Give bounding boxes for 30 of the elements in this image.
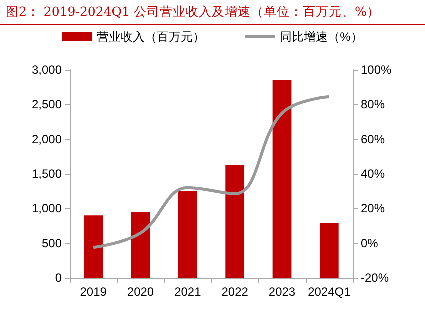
y-tick-label: 2,500: [32, 98, 62, 112]
legend-label: 同比增速（%）: [280, 30, 363, 44]
bar: [131, 212, 150, 278]
bar: [272, 80, 292, 278]
y-tick-label: 3,000: [32, 63, 62, 77]
x-tick-label: 2022: [222, 285, 249, 299]
bar: [226, 164, 245, 278]
x-tick-label: 2021: [174, 285, 202, 299]
y2-tick-label: 60%: [361, 132, 386, 146]
y2-tick-label: -20%: [361, 271, 390, 285]
y-tick-label: 500: [42, 236, 62, 250]
x-tick-label: 2023: [268, 285, 296, 299]
y2-tick-label: 40%: [361, 167, 386, 181]
chart-title: 图2： 2019-2024Q1 公司营业收入及增速（单位：百万元、%）: [6, 4, 380, 21]
x-tick-label: 2024Q1: [308, 285, 352, 299]
bar: [178, 191, 198, 278]
y2-tick-label: 80%: [361, 98, 386, 112]
y2-tick-label: 0%: [361, 236, 379, 250]
line-series: [92, 95, 331, 250]
bar: [84, 216, 104, 278]
y2-tick-label: 20%: [361, 202, 386, 216]
y-tick-label: 1,000: [32, 202, 62, 216]
y-tick-label: 1,500: [32, 167, 62, 181]
y2-tick-label: 100%: [361, 63, 392, 77]
x-tick-label: 2019: [80, 285, 108, 299]
y-tick-label: 2,000: [32, 132, 62, 146]
bar: [320, 223, 339, 278]
x-tick-label: 2020: [127, 285, 154, 299]
y-tick-label: 0: [55, 271, 62, 285]
legend-label: 营业收入（百万元）: [97, 30, 206, 44]
